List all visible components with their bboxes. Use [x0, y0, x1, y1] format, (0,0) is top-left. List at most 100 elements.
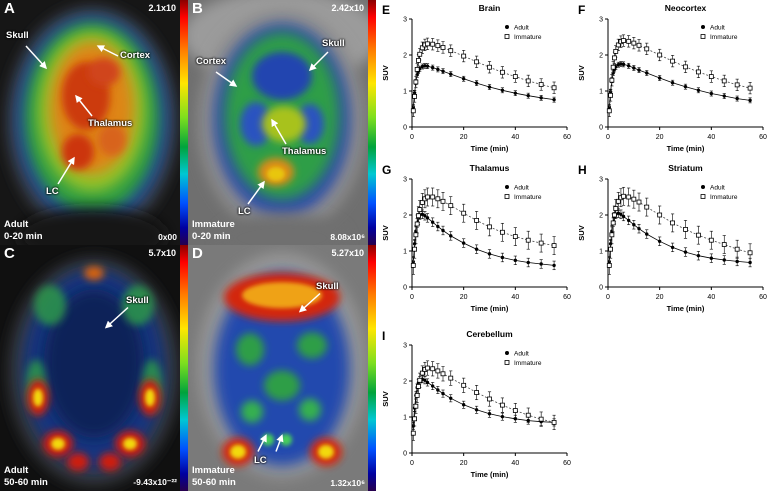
data-point-immature [610, 220, 616, 226]
data-point-adult [441, 69, 445, 73]
annotation-arrow [25, 45, 48, 70]
subject-name: Immature [192, 465, 235, 477]
data-point-immature [416, 384, 421, 389]
data-point-adult [425, 64, 430, 68]
data-point-adult [709, 256, 714, 260]
annotation-label-cortex: Cortex [120, 50, 151, 61]
panel-letter: E [382, 3, 390, 17]
data-point-immature [412, 416, 417, 422]
data-point-immature [417, 51, 423, 57]
color-scale-bar [368, 0, 376, 245]
data-point-immature [608, 246, 613, 252]
series-line-immature [412, 367, 555, 434]
data-point-immature [419, 200, 425, 205]
pet-image-immature-late [188, 245, 376, 491]
data-point-adult [436, 388, 440, 392]
data-point-adult [423, 214, 427, 218]
data-point-immature [621, 38, 626, 43]
chart-thalamus: 0 20 40 60 0 1 2 3 Thalamus G SUV Time (min) Adult Im… [380, 161, 575, 319]
data-point-immature [657, 212, 663, 218]
panel-letter: B [192, 0, 203, 17]
y-tick-label: 2 [599, 213, 603, 220]
data-point-immature [461, 53, 467, 59]
legend-label-immature: Immature [514, 34, 542, 41]
pet-panel-d: D 5.27x10 Immature 50-60 min 1.32x10⁶ Sk… [188, 245, 376, 491]
data-point-adult [449, 396, 453, 400]
data-point-adult [500, 414, 505, 419]
data-point-adult [709, 91, 714, 96]
pet-panel-a: A 2.1x10 Adult 0-20 min 0x00 Skull Cortex… [0, 0, 188, 245]
data-point-adult [696, 253, 701, 258]
data-point-immature [551, 243, 557, 248]
data-point-immature [683, 227, 688, 232]
data-point-adult [474, 81, 479, 85]
subject-label: Immature 0-20 min [192, 219, 235, 242]
chart-title: Thalamus [470, 163, 510, 173]
data-point-adult [487, 85, 492, 89]
y-tick-label: 1 [403, 415, 407, 422]
data-point-immature [734, 246, 740, 252]
scale-max-value: 2.1x10 [148, 3, 176, 13]
annotation-label-lc: LC [238, 206, 251, 217]
data-point-adult [526, 260, 530, 265]
data-point-immature [615, 198, 621, 204]
data-point-immature [644, 204, 650, 210]
data-point-immature [615, 42, 621, 48]
data-point-adult [626, 218, 631, 223]
data-point-immature [500, 402, 505, 408]
chart-striatum: 0 20 40 60 0 1 2 3 Striatum H SUV Time (min) Adult Im… [576, 161, 771, 319]
data-point-immature [631, 40, 637, 46]
annotation-label-skull: Skull [316, 281, 339, 292]
data-point-immature [448, 375, 454, 381]
data-point-adult [632, 223, 636, 227]
legend-marker-immature [504, 194, 510, 199]
y-tick-label: 1 [599, 89, 603, 96]
x-tick-label: 0 [410, 134, 414, 141]
data-point-immature [410, 263, 416, 268]
annotation-label-thalamus: Thalamus [88, 118, 133, 129]
series-line-immature [412, 43, 555, 111]
annotation-label-lc: LC [46, 186, 59, 197]
data-point-adult [722, 258, 726, 262]
legend-label-adult: Adult [710, 25, 725, 32]
y-axis-label: SUV [577, 65, 586, 80]
chart-svg-cerebellum: 0 20 40 60 0 1 2 3 Cerebellum I SUV Time (min) Adult… [381, 329, 571, 479]
chart-svg-neocortex: 0 20 40 60 0 1 2 3 Neocortex F SUV Time (min) Adult I… [577, 3, 767, 153]
data-point-adult [683, 84, 688, 89]
data-point-immature [417, 207, 423, 212]
x-tick-label: 60 [563, 294, 571, 301]
x-axis-label: Time (min) [471, 144, 509, 153]
panel-letter: C [4, 245, 15, 262]
time-range: 0-20 min [4, 230, 43, 242]
data-point-immature [525, 412, 531, 418]
y-tick-label: 3 [403, 177, 407, 184]
data-point-immature [609, 232, 615, 238]
data-point-immature [440, 198, 446, 204]
data-point-immature [435, 196, 441, 202]
data-point-immature [425, 365, 430, 371]
data-point-immature [626, 38, 632, 44]
x-tick-label: 20 [460, 134, 468, 141]
data-point-adult [500, 88, 505, 92]
data-point-immature [413, 79, 419, 85]
legend-marker-adult [505, 25, 509, 29]
data-point-adult [423, 64, 427, 68]
scale-min-value: 1.32x10⁶ [330, 478, 365, 488]
chart-brain: 0 20 40 60 0 1 2 3 Brain E SUV Time (min) Adult Immat… [380, 1, 575, 159]
data-point-adult [430, 384, 435, 388]
data-point-immature [487, 396, 492, 402]
data-point-adult [513, 258, 518, 263]
x-tick-label: 60 [759, 134, 767, 141]
data-point-immature [448, 48, 454, 54]
y-tick-label: 0 [403, 285, 407, 292]
data-point-immature [683, 64, 688, 70]
y-axis-label: SUV [381, 225, 390, 240]
data-point-immature [612, 55, 617, 61]
data-point-immature [606, 263, 612, 268]
data-point-immature [610, 64, 616, 70]
chart-neocortex: 0 20 40 60 0 1 2 3 Neocortex F SUV Time (min) Adult I… [576, 1, 771, 159]
data-point-immature [551, 420, 557, 425]
annotation-label-lc: LC [254, 455, 267, 466]
data-point-immature [440, 371, 446, 377]
series-line-adult [412, 213, 555, 266]
